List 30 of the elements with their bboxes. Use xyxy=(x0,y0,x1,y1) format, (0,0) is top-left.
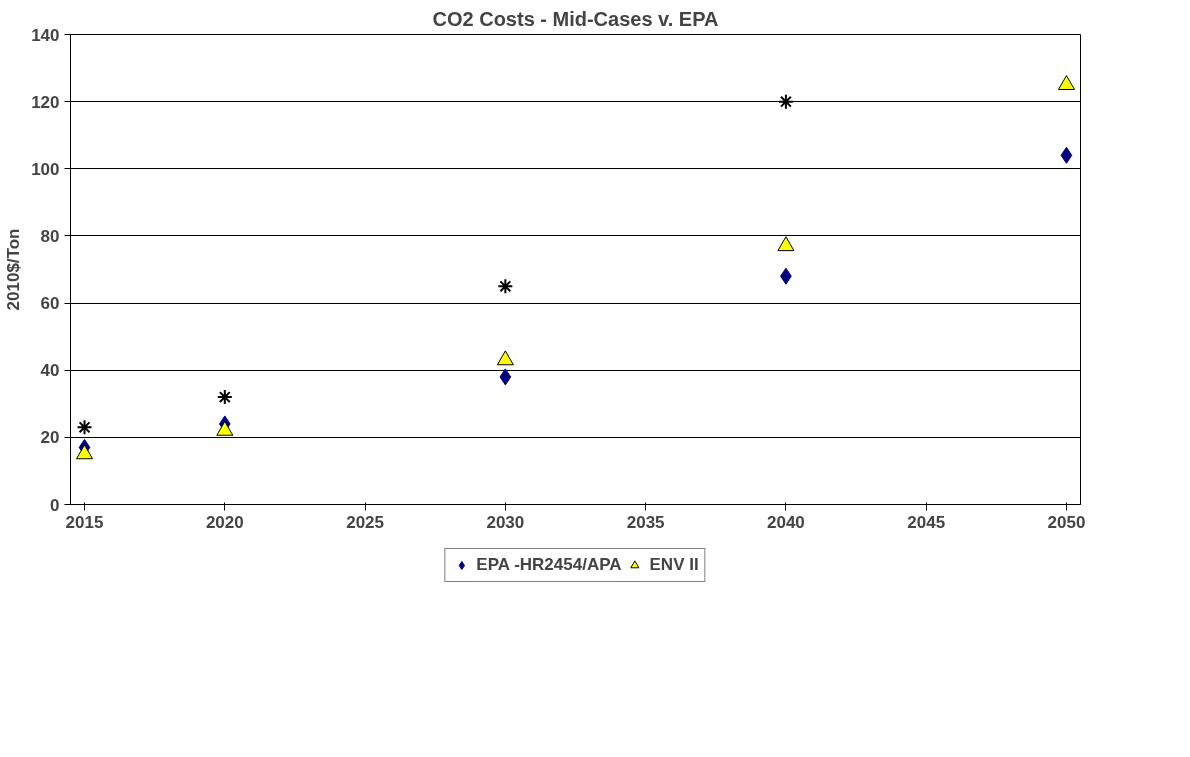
legend-label: EPA -HR2454/APA xyxy=(476,555,622,575)
point xyxy=(76,444,94,460)
point xyxy=(499,368,512,386)
x-tick-label: 2035 xyxy=(626,512,665,532)
point xyxy=(496,350,514,366)
point xyxy=(497,278,514,295)
x-tick-label: 2030 xyxy=(486,512,525,532)
y-tick-label: 80 xyxy=(40,226,60,246)
point xyxy=(76,419,93,436)
y-tick-label: 120 xyxy=(31,92,60,112)
x-tick-label: 2040 xyxy=(767,512,805,532)
point xyxy=(1057,75,1075,90)
y-tick-label: 40 xyxy=(40,361,60,381)
y-axis-title: 2010$/Ton xyxy=(4,228,24,311)
chart-title: CO2 Costs - Mid-Cases v. EPA xyxy=(432,7,719,30)
point xyxy=(216,389,233,406)
y-tick-label: 140 xyxy=(31,25,60,45)
y-tick-label: 20 xyxy=(40,428,60,448)
x-tick-label: 2045 xyxy=(907,512,946,532)
point xyxy=(1060,146,1073,164)
point xyxy=(777,93,794,110)
x-tick-label: 2020 xyxy=(205,512,244,532)
y-tick-label: 100 xyxy=(31,159,60,179)
x-tick-label: 2015 xyxy=(65,512,104,532)
legend-label: ENV II xyxy=(649,555,699,575)
x-tick-label: 2025 xyxy=(346,512,384,532)
point xyxy=(777,236,795,252)
x-tick-label: 2050 xyxy=(1047,512,1086,532)
y-tick-label: 60 xyxy=(40,294,60,314)
y-tick-label: 0 xyxy=(50,495,60,515)
